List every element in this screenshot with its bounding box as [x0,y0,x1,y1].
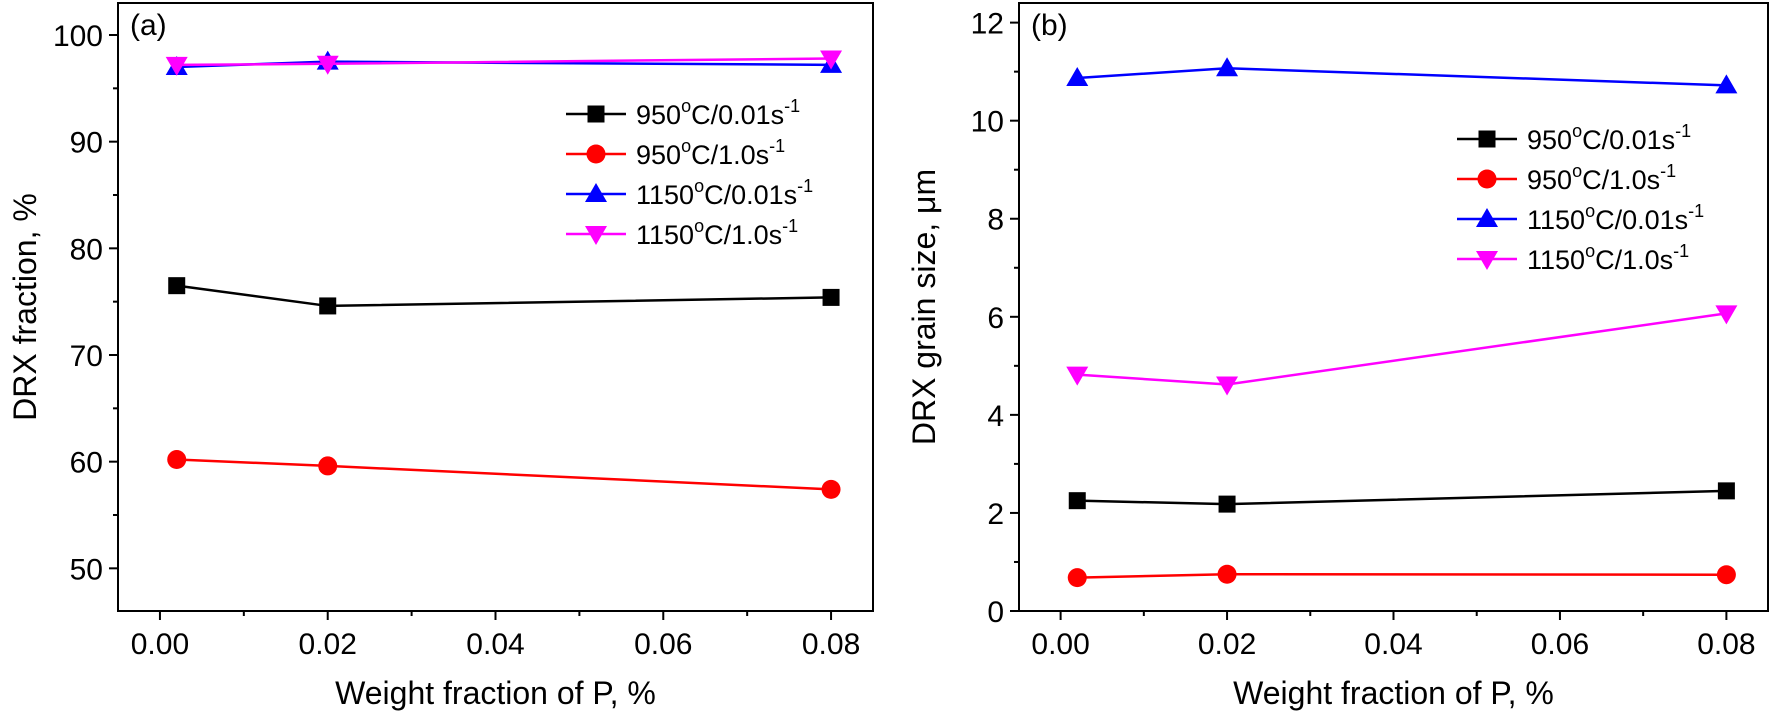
legend-marker [1476,208,1498,227]
x-tick-label: 0.06 [634,628,692,661]
x-tick-label: 0.06 [1531,628,1589,661]
y-axis-title: DRX grain size, μm [906,169,942,445]
data-point [168,277,186,295]
series-0 [168,277,840,315]
legend-marker [585,226,607,245]
legend: 950oC/0.01s-1 950oC/1.0s-1 1150oC/0.01s-1 1… [1457,121,1704,275]
data-point [1717,482,1735,500]
y-tick-label: 60 [70,447,103,480]
x-tick-label: 0.00 [131,628,189,661]
chart-panel-a: 0.00 0.02 0.04 0.06 0.08 50 60 70 80 90 100 Weight … [7,2,874,711]
data-point [1716,565,1736,585]
legend-item: 1150oC/0.01s-1 [566,176,813,210]
x-tick-label: 0.08 [1697,628,1755,661]
legend-marker [587,105,605,123]
series-line [1077,66,1727,87]
x-tick-label: 0.04 [1364,628,1422,661]
series-0 [1068,482,1735,513]
legend-item: 1150oC/0.01s-1 [1457,201,1704,235]
legend-item: 950oC/1.0s-1 [566,136,785,170]
x-tick-label: 0.00 [1031,628,1089,661]
legend-label: 950oC/1.0s-1 [1527,161,1676,195]
x-tick-label: 0.02 [299,628,357,661]
plot-frame [1018,2,1769,612]
legend-marker [1478,130,1496,148]
legend-label: 950oC/0.01s-1 [636,96,800,130]
y-tick-label: 70 [70,340,103,373]
data-point [820,50,843,70]
y-tick-label: 80 [70,233,103,266]
data-point [1067,568,1087,588]
data-point [1066,67,1089,87]
legend-marker [585,183,607,202]
x-axis-title: Weight fraction of P, % [1233,675,1554,711]
legend-label: 1150oC/0.01s-1 [1527,201,1704,235]
x-tick-label: 0.04 [466,628,524,661]
series-2 [1066,57,1738,94]
series-line [1077,572,1727,579]
data-point [319,297,337,315]
y-tick-label: 100 [53,20,103,53]
data-point [1715,74,1738,94]
data-point [1218,495,1236,513]
series-1 [167,450,841,499]
series-line [176,284,832,308]
x-tick-label: 0.08 [802,628,860,661]
data-point [318,456,338,476]
data-point [822,288,840,306]
chart-panel-b: 0.00 0.02 0.04 0.06 0.08 0 2 4 6 8 10 12 Weight frac… [906,2,1769,711]
y-tick-label: 12 [971,8,1004,41]
series-line [1077,489,1727,506]
y-tick-label: 10 [971,106,1004,139]
legend-marker [1476,251,1498,270]
y-tick-label: 6 [987,302,1004,335]
data-point [1068,492,1086,510]
data-point [1216,57,1239,77]
data-point [167,450,187,470]
y-tick-label: 8 [987,204,1004,237]
legend-marker [1477,169,1497,189]
legend-label: 1150oC/0.01s-1 [636,176,813,210]
data-point [316,55,339,75]
data-point [1715,305,1738,325]
legend-label: 950oC/0.01s-1 [1527,121,1691,155]
data-point [821,479,841,499]
y-tick-label: 2 [987,498,1004,531]
legend-label: 1150oC/1.0s-1 [1527,241,1689,275]
data-point [1216,376,1239,396]
panel-label: (a) [130,9,167,42]
legend-item: 950oC/1.0s-1 [1457,161,1676,195]
data-point [1217,564,1237,584]
y-tick-label: 4 [987,400,1004,433]
y-axis-title: DRX fraction, % [7,193,43,421]
x-tick-label: 0.02 [1198,628,1256,661]
plot-frame [117,2,874,612]
x-axis-title: Weight fraction of P, % [335,675,656,711]
y-tick-label: 90 [70,127,103,160]
data-point [165,56,188,76]
legend-item: 950oC/0.01s-1 [1457,121,1691,155]
legend-item: 1150oC/1.0s-1 [566,216,798,250]
series-3 [1066,305,1738,396]
y-tick-label: 50 [70,553,103,586]
legend-label: 1150oC/1.0s-1 [636,216,798,250]
series-1 [1067,564,1736,588]
panel-label: (b) [1031,9,1068,42]
legend: 950oC/0.01s-1 950oC/1.0s-1 1150oC/0.01s-1 1… [566,96,813,250]
y-tick-label: 0 [987,596,1004,629]
series-line [1077,312,1727,386]
data-point [1066,366,1089,386]
series-line [176,458,832,491]
series-3 [165,50,843,76]
legend-label: 950oC/1.0s-1 [636,136,785,170]
legend-item: 1150oC/1.0s-1 [1457,241,1689,275]
legend-item: 950oC/0.01s-1 [566,96,800,130]
legend-marker [586,144,606,164]
